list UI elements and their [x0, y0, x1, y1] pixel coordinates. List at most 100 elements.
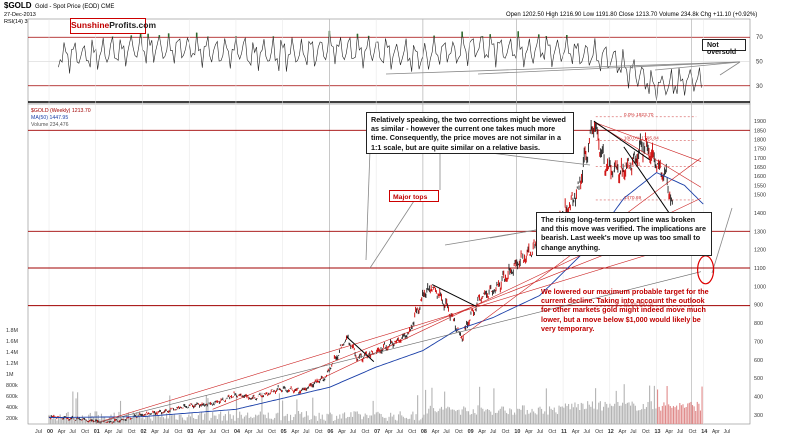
- price-tick-label: 1850: [754, 128, 766, 134]
- pointer-line: [369, 200, 415, 269]
- price-tick-label: 700: [754, 339, 763, 345]
- volume-tick-label: 1.2M: [6, 361, 18, 367]
- volume-tick-label: 1M: [6, 372, 14, 378]
- price-tick-label: 500: [754, 376, 763, 382]
- x-year-label: 03: [187, 429, 193, 435]
- volume-tick-label: 600k: [6, 394, 18, 400]
- x-month-label: Apr: [432, 429, 440, 435]
- fib-level-label: 61.8% 890.32: [624, 301, 654, 307]
- pointer-line: [365, 149, 371, 261]
- x-year-label: 01: [94, 429, 100, 435]
- price-tick-label: 1300: [754, 229, 766, 235]
- price-tick-label: 1600: [754, 174, 766, 180]
- x-month-label: Apr: [198, 429, 206, 435]
- x-month-label: Jul: [303, 429, 309, 435]
- x-month-label: Jul: [583, 429, 589, 435]
- x-month-label: Apr: [525, 429, 533, 435]
- x-month-label: Oct: [268, 429, 276, 435]
- x-month-label: Oct: [221, 429, 229, 435]
- support-trend-line: [95, 271, 702, 424]
- price-tick-label: 300: [754, 413, 763, 419]
- sunshine-profits-logo: SunshineProfits.com: [70, 18, 156, 34]
- support-trend-line: [95, 238, 702, 424]
- x-month-label: Oct: [642, 429, 650, 435]
- x-month-label: Jul: [35, 429, 42, 435]
- x-month-label: Jul: [443, 429, 449, 435]
- fib-level-label: 0.0% 1923.70: [624, 112, 654, 118]
- volume-tick-label: 1.8M: [6, 328, 18, 334]
- axis-layer: 70 50 30 1900 1850 1800 1750 1700 1650 1600 1550 15…: [6, 35, 766, 435]
- x-year-label: 06: [327, 429, 333, 435]
- rsi-legend: RSI(14) 35.15: [4, 19, 38, 25]
- volume-tick-label: 1.4M: [6, 350, 18, 356]
- x-year-label: 00: [47, 429, 53, 435]
- x-month-label: Jul: [724, 429, 730, 435]
- x-month-label: Apr: [58, 429, 66, 435]
- price-tick-label: 1000: [754, 284, 766, 290]
- x-month-label: Oct: [548, 429, 556, 435]
- pointer-line: [654, 61, 741, 71]
- symbol-label: $GOLD: [4, 1, 32, 10]
- volume-tick-label: 400k: [6, 405, 18, 411]
- x-month-label: Apr: [385, 429, 393, 435]
- target-note: We lowered our maximum probable target f…: [541, 287, 709, 333]
- corrections-note: Relatively speaking, the two corrections…: [366, 112, 574, 154]
- pointer-line: [444, 229, 537, 246]
- price-panel: [27, 103, 751, 425]
- price-tick-label: 1900: [754, 119, 766, 125]
- x-year-label: 02: [140, 429, 146, 435]
- rsi-tick-label: 30: [756, 84, 763, 90]
- price-tick-label: 1100: [754, 266, 766, 272]
- rsi-line: [58, 30, 702, 101]
- x-month-label: Jul: [210, 429, 216, 435]
- x-month-label: Oct: [315, 429, 323, 435]
- x-month-label: Jul: [630, 429, 636, 435]
- x-month-label: Jul: [537, 429, 543, 435]
- volume-tick-label: 200k: [6, 416, 18, 422]
- x-month-label: Apr: [338, 429, 346, 435]
- rsi-tick-label: 50: [756, 60, 763, 66]
- x-month-label: Apr: [104, 429, 112, 435]
- annotation-layer: 0.0% 1923.70 100.0% 1795.84 1652.11 1470.69…: [95, 61, 741, 424]
- price-tick-label: 1750: [754, 147, 766, 153]
- x-month-label: Oct: [689, 429, 697, 435]
- price-tick-label: 900: [754, 303, 763, 309]
- x-month-label: Oct: [81, 429, 89, 435]
- x-month-label: Oct: [408, 429, 416, 435]
- x-year-label: 12: [608, 429, 614, 435]
- pointer-line: [477, 61, 741, 75]
- date-label: 27-Dec-2013: [4, 12, 36, 18]
- rsi-layer: [28, 30, 750, 103]
- fib-level-label: 1652.11: [624, 162, 641, 168]
- pointer-line: [711, 207, 733, 274]
- price-tick-label: 1800: [754, 138, 766, 144]
- x-month-label: Apr: [291, 429, 299, 435]
- major-tops-label: Major tops: [389, 190, 439, 202]
- x-year-label: 11: [561, 429, 567, 435]
- x-year-label: 07: [374, 429, 380, 435]
- x-month-label: Apr: [712, 429, 720, 435]
- x-month-label: Oct: [175, 429, 183, 435]
- x-year-label: 14: [701, 429, 707, 435]
- x-month-label: Jul: [490, 429, 496, 435]
- price-tick-label: 1200: [754, 248, 766, 254]
- volume-tick-label: 1.6M: [6, 339, 18, 345]
- quote-line: Open 1202.50 High 1216.90 Low 1191.80 Cl…: [506, 12, 757, 18]
- x-month-label: Oct: [455, 429, 463, 435]
- symbol-description: Gold - Spot Price (EOD) CME: [35, 4, 114, 10]
- correction-line: [593, 120, 650, 161]
- price-legend: $GOLD (Weekly) 1213.70: [31, 108, 91, 114]
- pointer-line: [385, 61, 741, 75]
- x-month-label: Oct: [502, 429, 510, 435]
- x-month-label: Apr: [572, 429, 580, 435]
- resistance-trend-line: [593, 121, 702, 162]
- x-month-label: Jul: [69, 429, 75, 435]
- x-month-label: Oct: [128, 429, 136, 435]
- price-tick-label: 1500: [754, 193, 766, 199]
- x-month-label: Jul: [256, 429, 262, 435]
- x-year-label: 08: [421, 429, 427, 435]
- correction-line: [346, 336, 375, 362]
- price-tick-label: 800: [754, 321, 763, 327]
